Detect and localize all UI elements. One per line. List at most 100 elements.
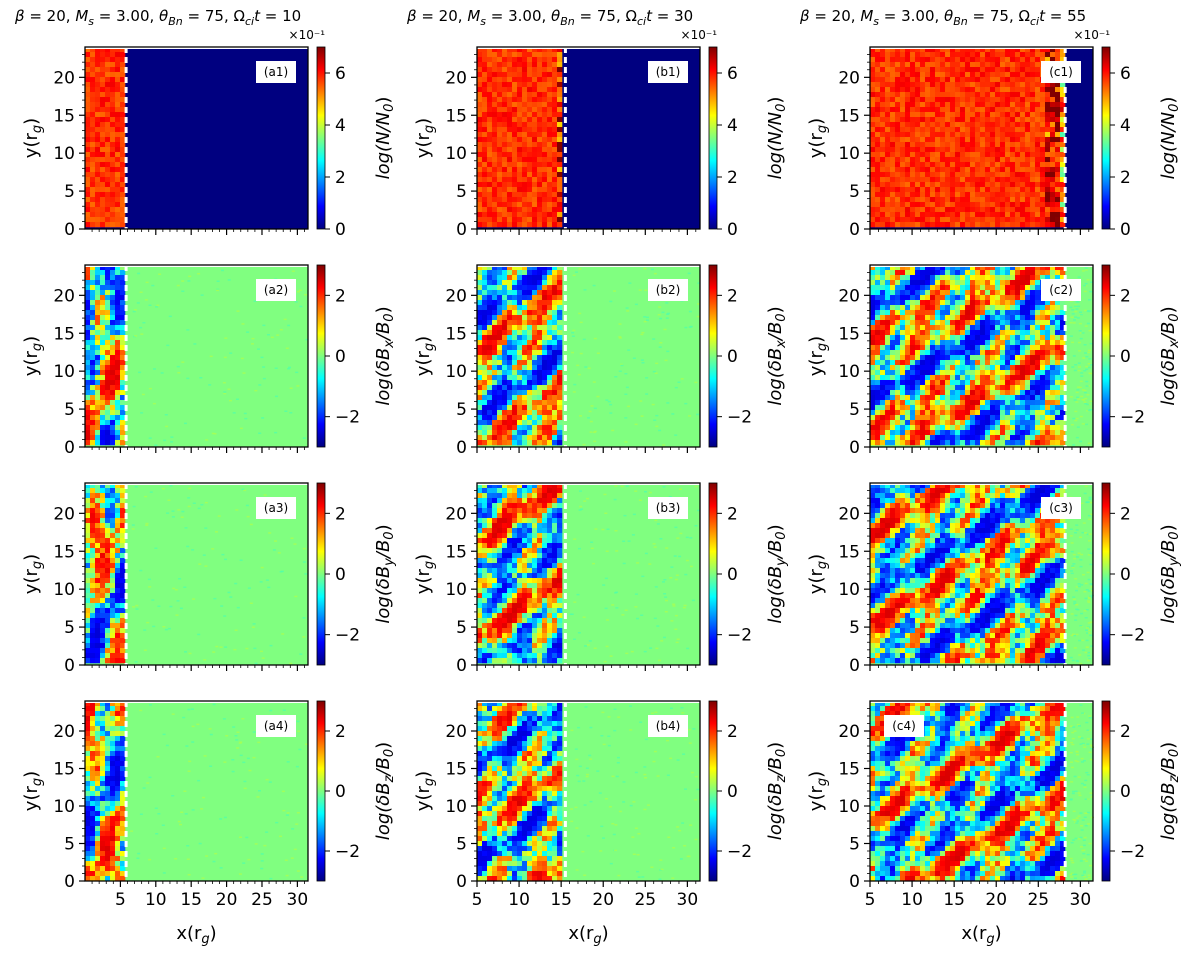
downstream-cell [885,212,891,218]
downstream-cell [990,375,996,381]
upstream-fluctuation [618,323,622,325]
downstream-cell [915,415,921,421]
downstream-cell [85,410,91,416]
y-tick-label: 5 [456,400,467,420]
downstream-cell [930,335,936,341]
downstream-cell [1000,172,1006,178]
downstream-cell [935,345,941,351]
downstream-cell [90,380,96,386]
downstream-cell [910,325,916,331]
downstream-cell [870,157,876,163]
downstream-cell [115,365,121,371]
downstream-cell [975,270,981,276]
downstream-cell [960,285,966,291]
downstream-cell [1005,192,1011,198]
downstream-cell [880,330,886,336]
downstream-cell [935,440,941,446]
downstream-cell [960,167,966,173]
upstream-fluctuation [620,363,624,366]
downstream-cell [532,107,538,113]
downstream-cell [517,182,523,188]
downstream-cell [100,300,106,306]
downstream-cell [950,400,956,406]
downstream-cell [895,330,901,336]
downstream-cell [870,62,876,68]
downstream-cell [487,355,493,361]
downstream-cell [497,315,503,321]
downstream-cell [502,177,508,183]
downstream-cell [940,350,946,356]
downstream-cell [90,192,96,198]
downstream-cell [482,285,488,291]
downstream-cell [890,182,896,188]
downstream-cell [1045,167,1051,173]
downstream-cell [1025,132,1031,138]
downstream-cell [90,405,96,411]
downstream-cell [537,360,543,366]
downstream-cell [930,52,936,58]
downstream-cell [915,187,921,193]
downstream-cell [517,290,523,296]
upstream-fluctuation [1069,306,1073,309]
downstream-cell [1055,162,1061,168]
downstream-cell [1005,182,1011,188]
downstream-cell [90,320,96,326]
downstream-cell [920,112,926,118]
downstream-cell [960,420,966,426]
downstream-cell [1045,122,1051,128]
downstream-cell [955,207,961,213]
downstream-cell [105,77,111,83]
downstream-cell [1000,177,1006,183]
downstream-cell [95,132,101,138]
downstream-cell [1045,187,1051,193]
downstream-cell [935,62,941,68]
downstream-cell [120,152,126,158]
upstream-fluctuation [213,433,217,435]
upstream-fluctuation [687,272,691,275]
downstream-cell [1000,182,1006,188]
downstream-cell [90,430,96,436]
downstream-cell [1005,280,1011,286]
upstream-fluctuation [1076,426,1080,428]
downstream-cell [522,157,528,163]
upstream-fluctuation [1071,341,1074,344]
downstream-cell [1000,192,1006,198]
downstream-cell [995,147,1001,153]
downstream-cell [930,177,936,183]
downstream-cell [925,167,931,173]
downstream-cell [1015,102,1021,108]
downstream-cell [507,122,513,128]
downstream-cell [960,157,966,163]
downstream-cell [1010,350,1016,356]
upstream-fluctuation [285,347,289,349]
downstream-cell [940,57,946,63]
downstream-cell [105,87,111,93]
downstream-cell [517,72,523,78]
downstream-cell [935,122,941,128]
upstream-fluctuation [640,333,644,336]
downstream-cell [925,177,931,183]
downstream-cell [487,335,493,341]
downstream-cell [110,72,116,78]
downstream-cell [925,305,931,311]
colorbar [708,264,718,448]
downstream-cell [980,102,986,108]
downstream-cell [547,335,553,341]
downstream-cell [905,415,911,421]
downstream-cell [507,365,513,371]
downstream-cell [542,305,548,311]
downstream-cell [895,87,901,93]
downstream-cell [537,62,543,68]
downstream-cell [552,380,558,386]
downstream-cell [965,127,971,133]
downstream-cell [975,340,981,346]
downstream-cell [1025,177,1031,183]
downstream-cell [100,217,106,223]
downstream-cell [890,310,896,316]
downstream-cell [477,290,483,296]
downstream-cell [1055,107,1061,113]
downstream-cell [522,112,528,118]
downstream-cell [492,375,498,381]
downstream-cell [1030,77,1036,83]
downstream-cell [517,425,523,431]
